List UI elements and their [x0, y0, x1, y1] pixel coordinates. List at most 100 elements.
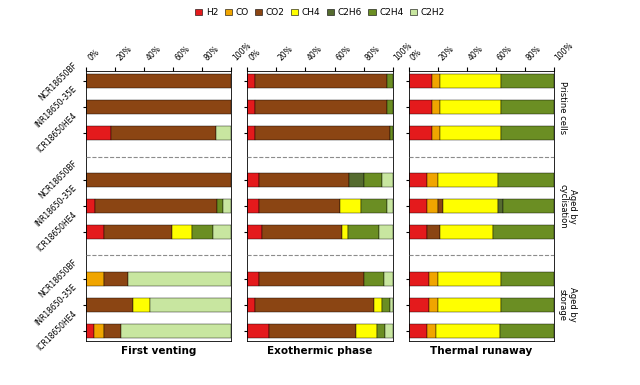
Bar [408, 126, 432, 141]
Bar [217, 199, 223, 213]
Bar [440, 74, 501, 89]
Bar [248, 225, 262, 239]
Bar [121, 323, 232, 338]
Bar [259, 199, 340, 213]
Bar [501, 100, 554, 114]
Bar [364, 173, 382, 187]
Bar [86, 74, 232, 89]
Bar [408, 199, 428, 213]
Bar [255, 74, 387, 89]
Bar [432, 126, 440, 141]
Bar [408, 173, 428, 187]
Bar [93, 323, 104, 338]
Bar [255, 126, 390, 141]
Bar [382, 298, 390, 312]
Bar [493, 225, 554, 239]
Bar [86, 173, 232, 187]
Bar [248, 173, 259, 187]
Bar [499, 173, 554, 187]
Bar [150, 298, 232, 312]
X-axis label: First venting: First venting [121, 346, 196, 356]
Text: Pristine cells: Pristine cells [558, 80, 567, 134]
Bar [95, 199, 217, 213]
Bar [86, 271, 104, 286]
Bar [374, 298, 382, 312]
Bar [408, 225, 428, 239]
Bar [216, 126, 232, 141]
Bar [172, 225, 192, 239]
Text: Aged by
storage: Aged by storage [558, 287, 577, 322]
Bar [360, 199, 387, 213]
Bar [390, 126, 392, 141]
Bar [248, 126, 255, 141]
Bar [192, 225, 212, 239]
Bar [438, 271, 501, 286]
Bar [133, 298, 150, 312]
Bar [340, 199, 360, 213]
Bar [440, 225, 493, 239]
Bar [376, 323, 385, 338]
Bar [86, 323, 93, 338]
Bar [438, 173, 499, 187]
Bar [384, 271, 392, 286]
Bar [438, 298, 501, 312]
Bar [428, 199, 438, 213]
Bar [444, 199, 499, 213]
Bar [86, 199, 95, 213]
Bar [129, 271, 232, 286]
Bar [436, 323, 500, 338]
Bar [248, 271, 259, 286]
Bar [500, 323, 554, 338]
Bar [438, 199, 444, 213]
Bar [432, 100, 440, 114]
Bar [104, 323, 121, 338]
Bar [248, 199, 259, 213]
Bar [501, 271, 554, 286]
Bar [382, 173, 392, 187]
Bar [387, 199, 392, 213]
Bar [248, 74, 255, 89]
Bar [499, 199, 503, 213]
Bar [269, 323, 356, 338]
Bar [390, 298, 392, 312]
Bar [248, 323, 269, 338]
Bar [248, 298, 255, 312]
Bar [408, 271, 429, 286]
Bar [408, 100, 432, 114]
Bar [259, 271, 364, 286]
Bar [104, 225, 172, 239]
Bar [429, 298, 438, 312]
Bar [387, 100, 392, 114]
Bar [440, 126, 501, 141]
Bar [86, 100, 232, 114]
Bar [387, 74, 392, 89]
X-axis label: Exothermic phase: Exothermic phase [268, 346, 372, 356]
Bar [255, 100, 387, 114]
Bar [259, 173, 349, 187]
Bar [501, 74, 554, 89]
Bar [104, 271, 129, 286]
Bar [432, 74, 440, 89]
Bar [503, 199, 554, 213]
Bar [501, 298, 554, 312]
Bar [255, 298, 374, 312]
Bar [501, 126, 554, 141]
Bar [262, 225, 342, 239]
Bar [111, 126, 216, 141]
Bar [428, 173, 438, 187]
Bar [86, 298, 133, 312]
Bar [348, 225, 380, 239]
Bar [408, 323, 428, 338]
Bar [364, 271, 384, 286]
Bar [408, 298, 429, 312]
Bar [385, 323, 392, 338]
Bar [212, 225, 232, 239]
X-axis label: Thermal runaway: Thermal runaway [430, 346, 532, 356]
Bar [349, 173, 364, 187]
Bar [356, 323, 376, 338]
Bar [440, 100, 501, 114]
Legend: H2, CO, CO2, CH4, C2H6, C2H4, C2H2: H2, CO, CO2, CH4, C2H6, C2H4, C2H2 [191, 5, 449, 21]
Bar [223, 199, 232, 213]
Text: Aged by
cyclisation: Aged by cyclisation [558, 184, 577, 228]
Bar [86, 126, 111, 141]
